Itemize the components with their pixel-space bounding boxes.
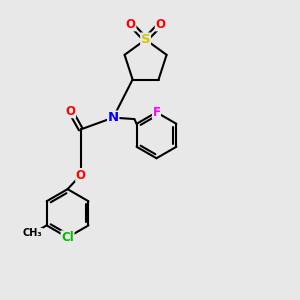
Text: Cl: Cl: [61, 231, 74, 244]
Text: O: O: [76, 169, 86, 182]
Text: O: O: [155, 18, 165, 31]
Text: O: O: [126, 18, 136, 31]
Text: S: S: [141, 33, 150, 46]
Text: N: N: [108, 111, 119, 124]
Text: F: F: [152, 106, 160, 119]
Text: CH₃: CH₃: [23, 229, 42, 238]
Text: O: O: [65, 105, 76, 118]
